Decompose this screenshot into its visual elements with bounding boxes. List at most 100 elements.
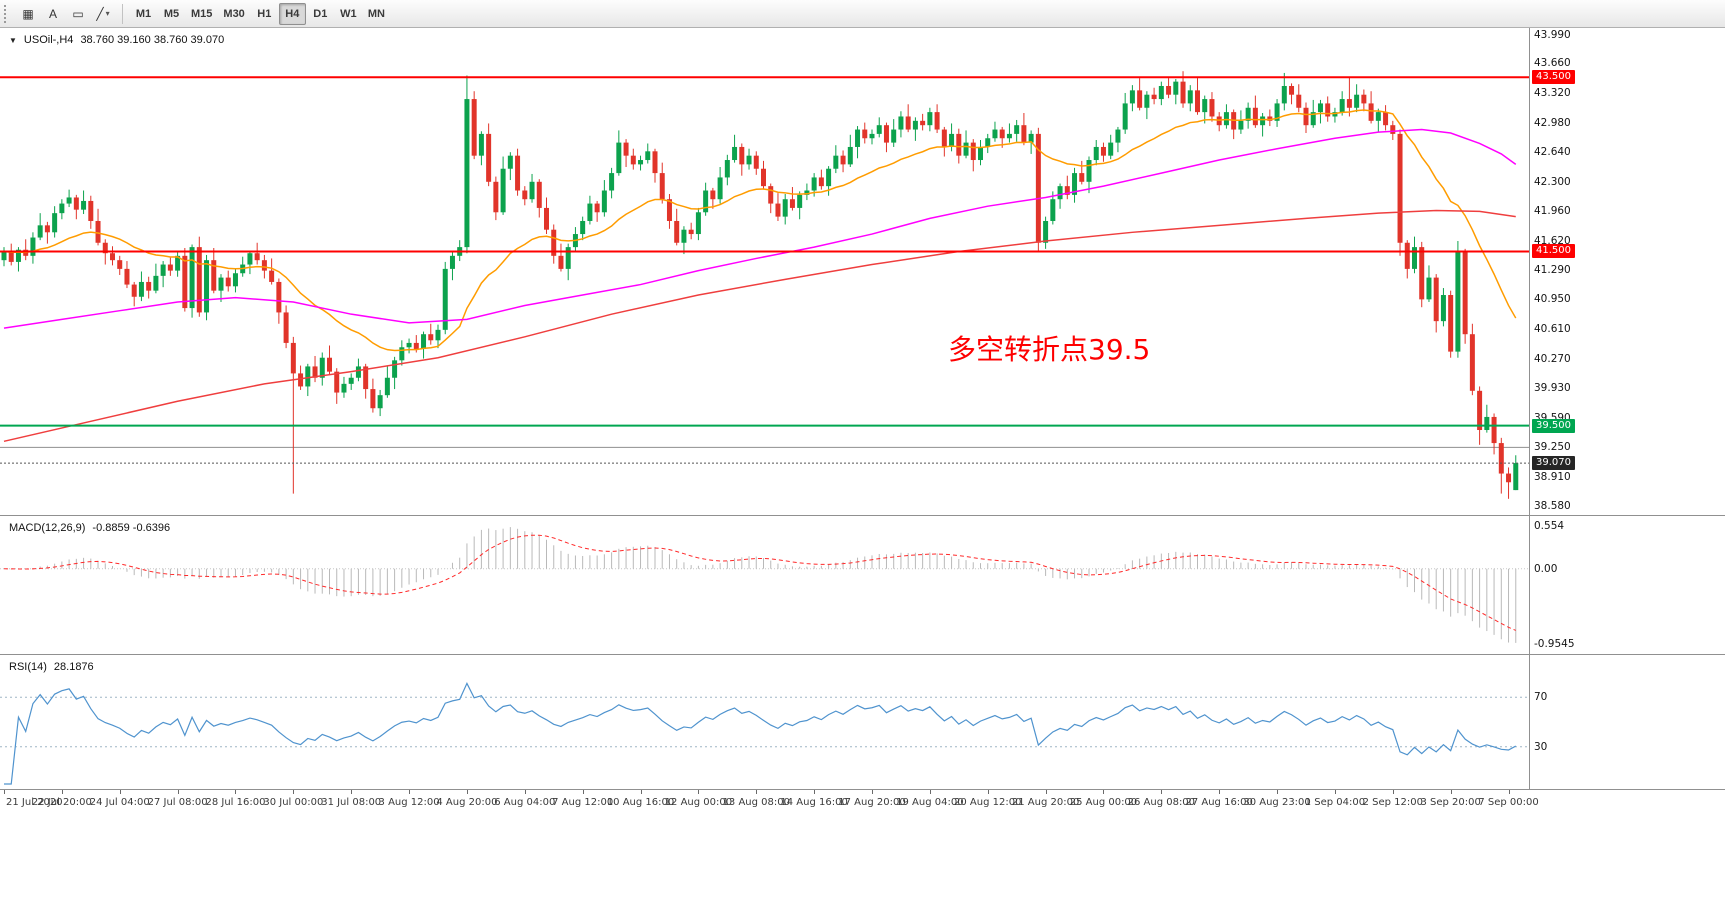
time-axis-label: 3 Sep 20:00 — [1420, 797, 1481, 808]
price-axis-label: 43.990 — [1534, 28, 1571, 41]
price-chart-canvas[interactable] — [0, 28, 1529, 515]
price-axis-label: 42.640 — [1534, 146, 1571, 159]
time-axis-label: 17 Aug 20:00 — [838, 797, 906, 808]
price-axis-label: 41.290 — [1534, 263, 1571, 276]
time-axis-tick — [756, 790, 758, 794]
toolbar-separator — [122, 3, 123, 24]
time-axis[interactable]: 21 Jul 2020 22 Jul 20:00 24 Jul 04:00 27 Ju… — [0, 790, 1725, 816]
time-axis-label: 12 Aug 00:00 — [664, 797, 733, 808]
timeframe-button-H4[interactable]: H4 — [278, 2, 306, 25]
chart-grid-button[interactable]: ▦ — [16, 3, 40, 25]
time-axis-tick — [466, 790, 468, 794]
time-axis-tick — [351, 790, 353, 794]
time-axis-tick — [582, 790, 584, 794]
time-axis-label: 24 Jul 04:00 — [89, 797, 150, 808]
time-axis-tick — [1161, 790, 1163, 794]
time-axis-label: 30 Jul 00:00 — [263, 797, 324, 808]
time-axis-tick — [1045, 790, 1047, 794]
toolbar-grip[interactable] — [4, 4, 11, 23]
timeframe-button-M1[interactable]: M1 — [130, 3, 157, 25]
price-tag-41.500: 41.500 — [1532, 244, 1575, 259]
price-axis-label: 38.910 — [1534, 471, 1571, 484]
rsi-panel: RSI(14) 28.1876 70 30 — [0, 655, 1725, 790]
time-axis-tick — [698, 790, 700, 794]
macd-axis-label: 0.00 — [1534, 562, 1558, 575]
time-axis-tick — [1450, 790, 1452, 794]
time-axis-tick — [872, 790, 873, 794]
time-axis-label: 13 Aug 08:00 — [722, 797, 790, 808]
time-axis-tick — [119, 790, 121, 794]
price-axis-label: 42.300 — [1534, 175, 1571, 188]
price-axis[interactable]: 43.990 43.660 43.320 42.980 42.640 42.300 41.9… — [1529, 28, 1725, 515]
time-axis-tick — [293, 790, 295, 794]
time-axis-tick — [1392, 790, 1394, 794]
dropdown-caret-icon[interactable]: ▾ — [105, 9, 110, 18]
macd-canvas[interactable] — [0, 516, 1529, 654]
timeframe-button-M30[interactable]: M30 — [218, 3, 249, 25]
time-axis-tick — [987, 790, 989, 794]
time-axis-tick — [1103, 790, 1105, 794]
time-axis-tick — [640, 790, 642, 794]
time-axis-tick — [235, 790, 237, 794]
timeframe-button-MN[interactable]: MN — [363, 3, 390, 25]
time-axis-label: 20 Aug 12:00 — [954, 797, 1022, 808]
price-tag-39.500: 39.500 — [1532, 418, 1575, 433]
rsi-name: RSI(14) — [9, 661, 47, 673]
time-axis-label: 21 Jul 2020 — [6, 797, 63, 808]
time-axis-tick — [929, 790, 931, 794]
price-axis-label: 41.620 — [1534, 235, 1571, 248]
symbol-dropdown-icon[interactable]: ▼ — [9, 35, 17, 45]
macd-axis-label: -0.9545 — [1534, 638, 1575, 650]
time-axis-label: 27 Jul 08:00 — [147, 797, 208, 808]
price-axis-label: 43.660 — [1534, 57, 1571, 70]
macd-axis[interactable]: 0.554 0.00 -0.9545 — [1529, 516, 1725, 654]
macd-name: MACD(12,26,9) — [9, 522, 86, 534]
time-axis-label: 22 Jul 20:00 — [31, 797, 92, 808]
time-axis-label: 25 Aug 00:00 — [1069, 797, 1138, 808]
timeframe-button-W1[interactable]: W1 — [335, 3, 362, 25]
time-axis-label: 4 Aug 20:00 — [436, 797, 498, 808]
text-tool-button[interactable]: A — [41, 3, 65, 25]
chart-annotation-text[interactable]: 多空转折点39.5 — [948, 333, 1151, 366]
price-axis-label: 40.950 — [1534, 293, 1571, 306]
timeframe-toolbar: M1 M5 M15 M30 H1 H4 D1 W1 MN — [130, 2, 390, 25]
rsi-axis[interactable]: 70 30 — [1529, 655, 1725, 789]
timeframe-button-H1[interactable]: H1 — [251, 3, 278, 25]
timeframe-button-M15[interactable]: M15 — [186, 3, 217, 25]
text-label-tool-button[interactable]: ▭ — [66, 3, 90, 25]
ohlc-values: 38.760 39.160 38.760 39.070 — [80, 34, 225, 46]
time-axis-label: 21 Aug 20:00 — [1011, 797, 1080, 808]
rsi-value: 28.1876 — [53, 661, 94, 673]
price-axis-label: 38.580 — [1534, 499, 1571, 512]
time-axis-tick — [409, 790, 411, 794]
symbol-period-label: USOil-,H4 — [23, 34, 74, 46]
rsi-label: RSI(14) 28.1876 — [9, 661, 94, 673]
time-axis-label: 28 Jul 16:00 — [205, 797, 266, 808]
drawing-toolbar: ▦ A ▭ ╱ ▾ — [16, 3, 115, 25]
macd-values: -0.8859 -0.6396 — [92, 522, 171, 534]
time-axis-label: 7 Sep 00:00 — [1478, 797, 1539, 808]
shapes-line-tool-button[interactable]: ╱ ▾ — [91, 3, 115, 25]
time-axis-label: 30 Aug 23:00 — [1243, 797, 1311, 808]
time-axis-tick — [61, 790, 63, 794]
rsi-canvas[interactable] — [0, 655, 1529, 789]
time-axis-label: 27 Aug 16:00 — [1185, 797, 1253, 808]
toolbar: ▦ A ▭ ╱ ▾ M1 M5 M15 M30 H1 H4 D1 W1 MN — [0, 0, 1725, 28]
timeframe-button-D1[interactable]: D1 — [307, 3, 334, 25]
price-axis-label: 39.250 — [1534, 441, 1571, 454]
price-tag-43.500: 43.500 — [1532, 70, 1575, 85]
timeframe-button-M5[interactable]: M5 — [158, 3, 185, 25]
price-axis-label: 40.610 — [1534, 322, 1571, 335]
time-axis-label: 26 Aug 08:00 — [1127, 797, 1196, 808]
symbol-ohlc-label: ▼ USOil-,H4 38.760 39.160 38.760 39.070 — [9, 34, 224, 46]
price-axis-label: 41.960 — [1534, 205, 1571, 218]
time-axis-label: 3 Aug 12:00 — [378, 797, 440, 808]
time-axis-label: 6 Aug 04:00 — [494, 797, 556, 808]
price-axis-label: 43.320 — [1534, 86, 1571, 99]
time-axis-label: 10 Aug 16:00 — [606, 797, 675, 808]
time-axis-tick — [1334, 790, 1336, 794]
time-axis-tick — [814, 790, 816, 794]
macd-axis-label: 0.554 — [1534, 520, 1565, 532]
time-axis-label: 14 Aug 16:00 — [780, 797, 848, 808]
price-axis-label: 40.270 — [1534, 352, 1571, 365]
